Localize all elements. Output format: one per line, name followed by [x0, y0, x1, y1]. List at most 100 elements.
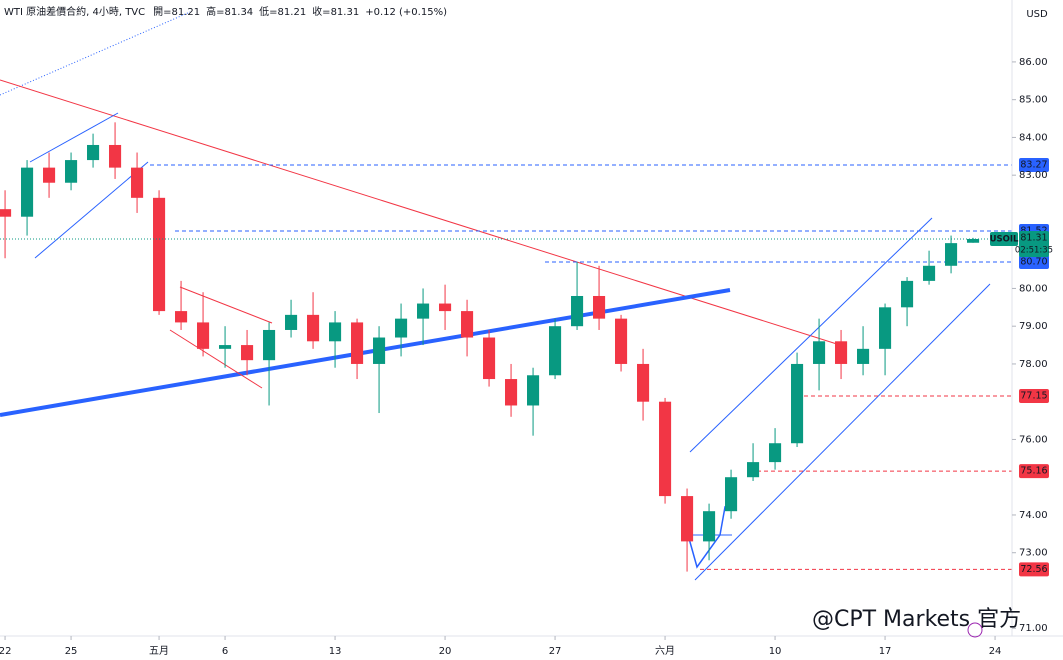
x-tick-label: 六月 — [655, 645, 675, 657]
y-tick-label: 73.00 — [1019, 548, 1048, 559]
symbol-label: USOIL — [990, 234, 1019, 244]
candle-body — [593, 295, 606, 319]
channel-line — [689, 217, 933, 453]
candle-body — [637, 363, 650, 402]
candle-body — [175, 311, 188, 323]
price-level-label: 80.70 — [1020, 257, 1047, 268]
candle-body — [439, 303, 452, 312]
price-level-tag — [1019, 562, 1049, 577]
candle-body — [263, 329, 276, 361]
y-tick-label: 76.00 — [1019, 434, 1048, 445]
y-tick-label: 79.00 — [1019, 321, 1048, 332]
candle-body — [373, 337, 386, 364]
candle-body — [549, 326, 562, 376]
candle-body — [153, 197, 166, 312]
red-trendline — [0, 79, 841, 346]
y-tick-label: 74.00 — [1019, 510, 1048, 521]
price-level-tag — [1019, 389, 1049, 404]
x-tick-label: 10 — [769, 646, 782, 657]
header-value: 高=81.34 — [206, 5, 253, 18]
y-tick-label: 78.00 — [1019, 359, 1048, 370]
candle-body — [945, 243, 958, 266]
y-tick-label: 85.00 — [1019, 95, 1048, 106]
candle-body — [923, 265, 936, 281]
candle-body — [681, 496, 694, 542]
candle-body — [461, 311, 474, 338]
channel-line — [169, 329, 263, 389]
candle-body — [109, 144, 122, 168]
candle-body — [857, 348, 870, 364]
x-tick-label: 24 — [989, 646, 1002, 657]
candle-body — [131, 167, 144, 198]
candle-body — [901, 280, 914, 308]
candles — [0, 122, 980, 572]
candle-body — [879, 307, 892, 349]
price-level-tag — [1019, 464, 1049, 479]
candle-body — [395, 318, 408, 338]
candle-body — [197, 322, 210, 349]
candle-body — [967, 238, 980, 243]
price-level-tag — [1019, 157, 1049, 172]
x-tick-label: 25 — [65, 646, 78, 657]
candle-body — [615, 318, 628, 364]
price-level-tag — [1019, 255, 1049, 270]
candle-body — [21, 167, 34, 217]
y-tick-label: 71.00 — [1019, 623, 1048, 634]
x-tick-label: 五月 — [149, 645, 169, 657]
symbol-tag — [990, 231, 1018, 246]
candle-body — [329, 322, 342, 342]
candle-body — [43, 167, 56, 183]
candle-body — [505, 379, 518, 406]
y-tick-label: 84.00 — [1019, 132, 1048, 143]
candle-body — [219, 345, 232, 349]
header-value: +0.12 (+0.15%) — [365, 7, 447, 18]
countdown: 02:51:35 — [1015, 245, 1053, 255]
candle-body — [703, 511, 716, 542]
price-level-label: 72.56 — [1020, 564, 1047, 575]
candle-body — [725, 477, 738, 512]
candle-body — [87, 144, 100, 161]
candle-body — [835, 341, 848, 364]
y-tick-label: 83.00 — [1019, 170, 1048, 181]
header-value: 收=81.31 — [312, 5, 359, 18]
x-tick-label: 20 — [439, 646, 452, 657]
candle-body — [483, 337, 496, 380]
candle-body — [351, 322, 364, 364]
candle-body — [0, 209, 12, 217]
price-level-label: 83.27 — [1020, 159, 1047, 170]
channel-line — [34, 161, 149, 259]
candle-body — [65, 160, 78, 183]
price-level-label: 75.16 — [1020, 466, 1047, 477]
candle-body — [791, 363, 804, 444]
icon — [967, 622, 983, 638]
last-price-tag — [1019, 230, 1049, 257]
header-value: 低=81.21 — [259, 5, 306, 18]
candle-body — [769, 443, 782, 463]
x-tick-label: 27 — [549, 646, 562, 657]
candle-body — [813, 341, 826, 364]
header-value: 開=81.21 — [153, 6, 200, 18]
last-price-label: 81.31 — [1020, 232, 1047, 243]
drawings — [0, 11, 991, 581]
candle-body — [307, 314, 320, 342]
watermark: @CPT Markets 官方 — [812, 607, 1021, 632]
blue-trendline — [0, 288, 731, 417]
candle-body — [747, 462, 760, 478]
price-level-label: 77.15 — [1020, 391, 1047, 402]
candle-body — [527, 375, 540, 406]
candle-body — [571, 295, 584, 327]
chart-title: WTI 原油差價合約, 4小時, TVC — [4, 5, 145, 18]
channel-line — [179, 286, 273, 324]
x-tick-label: 6 — [222, 646, 228, 657]
x-tick-label: 17 — [879, 646, 892, 657]
y-tick-label: 80.00 — [1019, 283, 1048, 294]
x-tick-label: 22 — [0, 646, 11, 657]
candle-body — [417, 303, 430, 319]
channel-line — [29, 112, 119, 163]
y-tick-label: 86.00 — [1019, 57, 1048, 68]
x-tick-label: 13 — [329, 646, 342, 657]
candle-body — [241, 345, 254, 361]
candle-body — [659, 401, 672, 497]
